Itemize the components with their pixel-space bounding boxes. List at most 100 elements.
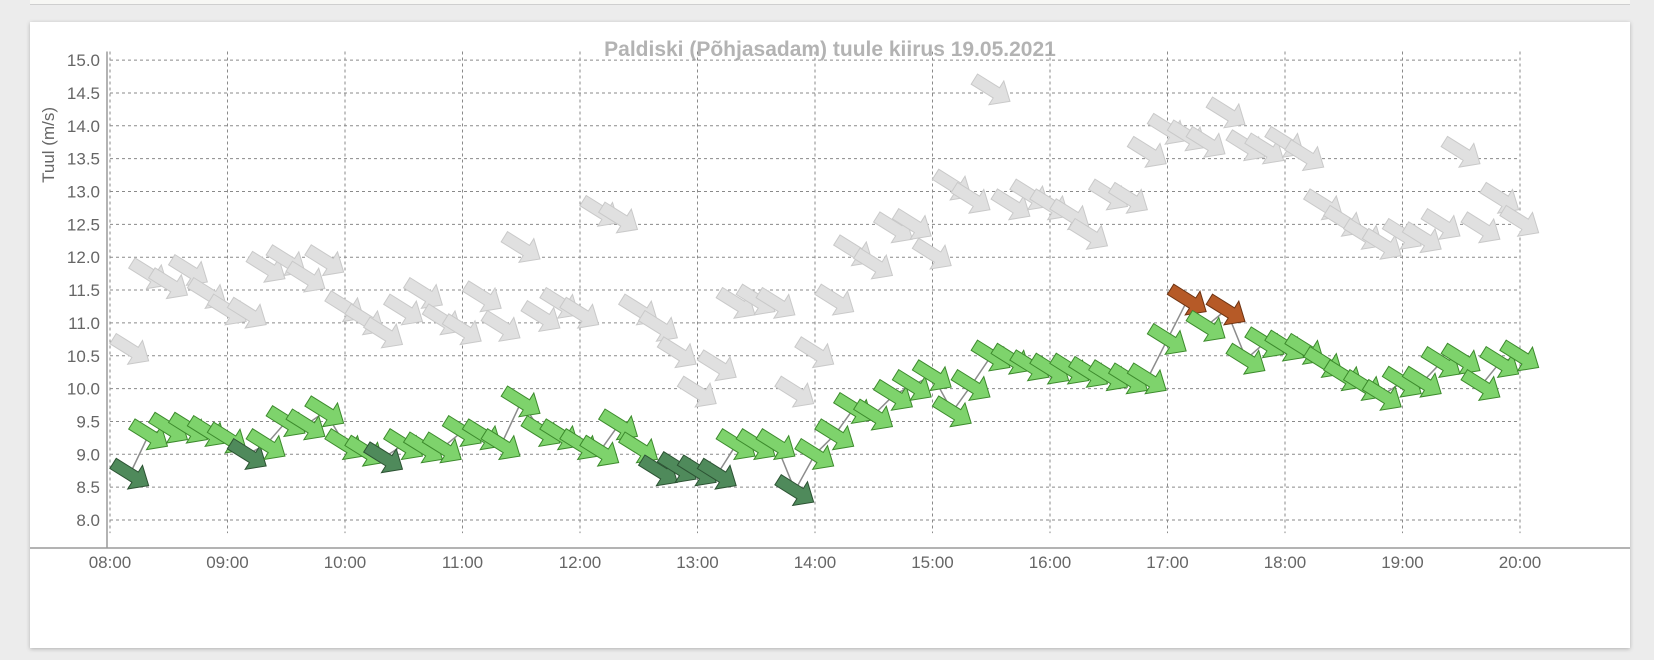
gust-arrow <box>1361 227 1402 260</box>
y-tick-label: 9.5 <box>76 412 100 431</box>
wind-trend-line <box>500 401 522 445</box>
x-tick-label: 14:00 <box>794 553 837 572</box>
wind-arrow-dark <box>226 437 267 471</box>
x-tick-label: 09:00 <box>206 553 249 572</box>
y-tick-label: 11.0 <box>68 314 100 333</box>
top-strip <box>30 0 1630 5</box>
wind-series <box>109 283 1540 507</box>
y-tick-label: 14.5 <box>67 84 100 103</box>
wind-arrow-light <box>1185 309 1226 342</box>
x-tick-label: 13:00 <box>676 553 719 572</box>
gust-arrow <box>226 296 267 329</box>
y-tick-label: 8.0 <box>76 511 100 530</box>
gust-arrow <box>970 73 1011 106</box>
wind-arrow-orange <box>1205 293 1246 326</box>
x-tick-label: 08:00 <box>89 553 132 572</box>
gust-arrow <box>1107 181 1149 214</box>
gust-arrow <box>1126 135 1167 168</box>
wind-arrow-light <box>1479 345 1520 379</box>
wind-trend-line <box>794 453 816 491</box>
wind-trend-line <box>1146 338 1169 380</box>
wind-arrow-light <box>421 431 462 464</box>
wind-arrow-light <box>891 368 932 402</box>
gust-arrow <box>794 336 835 369</box>
wind-arrow-light <box>931 395 972 428</box>
gust-arrow <box>461 280 502 313</box>
y-axis-label: Tuul (m/s) <box>39 107 58 183</box>
wind-arrow-light <box>794 437 835 471</box>
gust-arrow <box>1205 96 1246 129</box>
chart-title: Paldiski (Põhjasadam) tuule kiirus 19.05… <box>604 38 1056 61</box>
wind-arrow-light <box>1225 342 1266 375</box>
gust-arrow <box>520 299 561 333</box>
wind-arrow-light <box>1361 378 1402 411</box>
y-tick-label: 15.0 <box>67 51 100 70</box>
y-tick-label: 12.5 <box>67 215 100 234</box>
gust-arrow <box>891 207 932 241</box>
x-tick-label: 18:00 <box>1264 553 1307 572</box>
wind-arrow-light <box>500 385 541 418</box>
y-tick-label: 10.5 <box>67 347 100 366</box>
wind-arrow-light <box>1126 362 1167 395</box>
y-tick-label: 11.5 <box>68 281 100 300</box>
y-tick-label: 13.0 <box>67 183 100 202</box>
wind-chart: 8.0 8.5 9.0 9.5 10.0 10.5 11.0 11.5 12.0 12.5 13.0… <box>30 51 1630 572</box>
y-tick-label: 12.0 <box>67 248 100 267</box>
gust-arrow <box>500 230 541 264</box>
gust-arrow <box>696 349 737 382</box>
wind-arrow-light <box>285 408 326 441</box>
wind-arrow-light <box>950 368 991 402</box>
gust-arrow <box>1067 217 1109 250</box>
gust-series <box>109 73 1540 408</box>
x-tick-label: 16:00 <box>1029 553 1072 572</box>
gust-arrow <box>109 332 150 365</box>
gust-arrow <box>1499 204 1540 237</box>
wind-arrow-light <box>1499 339 1540 372</box>
y-tick-label: 8.5 <box>76 478 100 497</box>
x-tick-label: 11:00 <box>442 553 483 572</box>
gust-arrow <box>285 260 326 293</box>
gust-arrow <box>950 181 991 214</box>
wind-trend-line <box>1166 299 1189 340</box>
wind-arrow-dark <box>362 441 404 474</box>
x-tick-label: 15:00 <box>911 553 954 572</box>
wind-arrow-dark <box>109 457 150 490</box>
gust-arrow <box>774 375 815 408</box>
x-tick-label: 20:00 <box>1499 553 1542 572</box>
wind-arrow-light <box>127 418 169 451</box>
gust-arrow <box>441 313 482 346</box>
wind-arrow-light <box>911 359 952 392</box>
gust-arrow <box>1460 211 1501 244</box>
gust-arrow <box>147 267 189 300</box>
y-tick-label: 14.0 <box>67 117 100 136</box>
gust-arrow <box>382 293 424 326</box>
gust-arrow <box>559 296 600 329</box>
gust-arrow <box>814 283 855 316</box>
x-tick-label: 17:00 <box>1146 553 1189 572</box>
gust-arrow <box>656 336 697 369</box>
x-tick-label: 10:00 <box>324 553 367 572</box>
gust-arrow <box>676 375 717 408</box>
wind-arrow-light <box>579 434 620 467</box>
gust-arrow <box>1420 207 1461 241</box>
wind-arrow-light <box>1146 322 1187 356</box>
gust-arrow <box>1440 135 1481 168</box>
gust-arrow <box>304 244 345 277</box>
wind-arrow-dark <box>696 457 737 490</box>
wind-arrow-light <box>755 428 796 461</box>
gust-arrow <box>1284 139 1325 172</box>
wind-arrow-dark <box>774 474 815 507</box>
wind-arrow-light <box>304 395 345 428</box>
x-tick-label: 19:00 <box>1381 553 1424 572</box>
y-tick-label: 13.5 <box>67 150 100 169</box>
wind-arrow-light <box>1401 365 1442 398</box>
y-tick-label: 10.0 <box>67 380 100 399</box>
x-tick-label: 12:00 <box>559 553 602 572</box>
gust-arrow <box>911 237 952 270</box>
wind-arrow-light <box>480 428 521 461</box>
y-tick-label: 9.0 <box>76 445 100 464</box>
gust-arrow <box>852 247 894 280</box>
wind-arrow-light <box>245 428 286 461</box>
gust-arrow <box>597 201 639 234</box>
gust-arrow <box>245 250 286 283</box>
